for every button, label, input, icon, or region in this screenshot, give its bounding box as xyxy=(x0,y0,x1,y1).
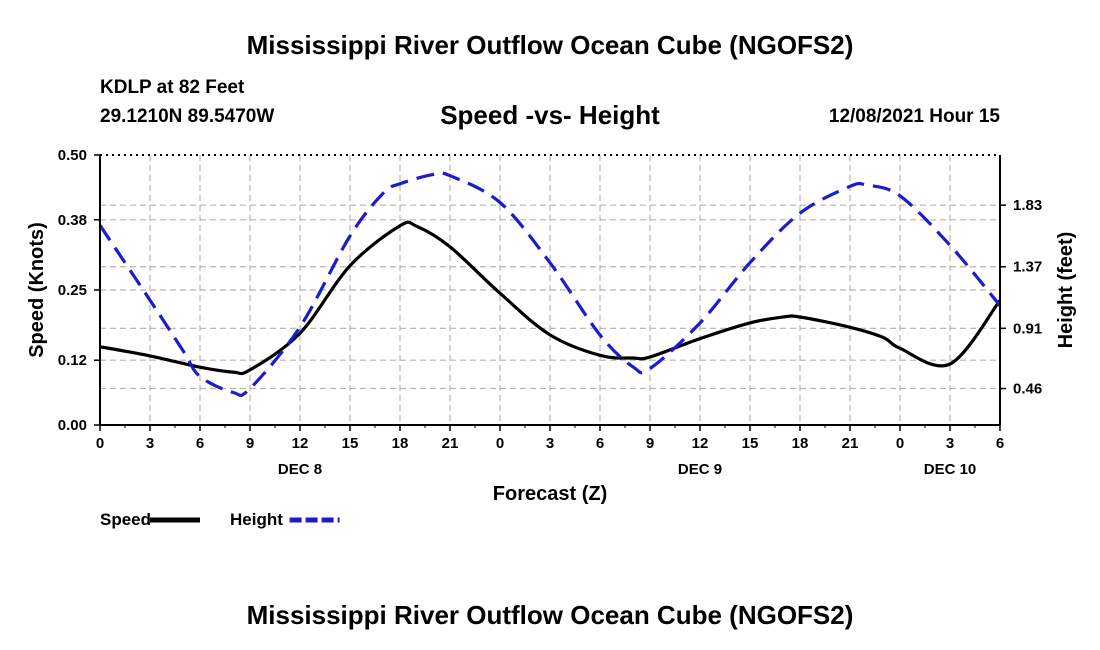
x-tick-label: 9 xyxy=(646,435,654,452)
y2-axis-title: Height (feet) xyxy=(1055,232,1077,349)
series-line-speed xyxy=(99,220,1002,376)
y2-tick-label: 1.83 xyxy=(1013,197,1042,214)
x-tick-label: 9 xyxy=(246,435,254,452)
x-tick-label: 0 xyxy=(496,435,504,452)
legend: Speed Height xyxy=(100,510,340,529)
legend-label-height: Height xyxy=(230,510,283,529)
x-axis-title: Forecast (Z) xyxy=(493,483,607,505)
x-tick-label: 3 xyxy=(946,435,954,452)
x-tick-label: 3 xyxy=(546,435,554,452)
series-lines xyxy=(98,171,1002,397)
y2-tick-label: 0.46 xyxy=(1013,381,1042,398)
footer-title: Mississippi River Outflow Ocean Cube (NG… xyxy=(246,600,854,630)
x-tick-label: 21 xyxy=(442,435,459,452)
y2-tick-label: 0.91 xyxy=(1013,320,1042,337)
x-tick-label: 0 xyxy=(96,435,104,452)
y-tick-label: 0.38 xyxy=(58,212,87,229)
x-tick-label: 21 xyxy=(842,435,859,452)
x-tick-label: 12 xyxy=(292,435,309,452)
x-tick-label: 12 xyxy=(692,435,709,452)
chart-subtitle: Speed -vs- Height xyxy=(440,100,660,130)
grid-lines xyxy=(100,155,1000,425)
series-line-height xyxy=(98,171,1002,397)
y-tick-label: 0.50 xyxy=(58,147,87,164)
x-tick-label: 15 xyxy=(742,435,759,452)
x-tick-label: 18 xyxy=(392,435,409,452)
legend-label-speed: Speed xyxy=(100,510,151,529)
x-tick-label: 15 xyxy=(342,435,359,452)
y-tick-label: 0.12 xyxy=(58,352,87,369)
axis-ticks: 0 3 6 9 12 15 18 21 0 3 6 9 12 15 18 21 0 3 6 DEC 8 DEC 9 DEC… xyxy=(58,147,1042,478)
x-tick-label: 6 xyxy=(996,435,1004,452)
x-tick-label: 6 xyxy=(596,435,604,452)
y-axis-title: Speed (Knots) xyxy=(26,222,48,358)
coordinates-label: 29.1210N 89.5470W xyxy=(100,106,275,127)
x-day-label: DEC 9 xyxy=(678,461,722,478)
station-label: KDLP at 82 Feet xyxy=(100,77,245,98)
y-tick-label: 0.25 xyxy=(58,282,87,299)
chart-title: Mississippi River Outflow Ocean Cube (NG… xyxy=(246,30,854,60)
x-tick-label: 3 xyxy=(146,435,154,452)
y2-tick-label: 1.37 xyxy=(1013,259,1042,276)
x-tick-label: 0 xyxy=(896,435,904,452)
y-tick-label: 0.00 xyxy=(58,417,87,434)
x-tick-label: 6 xyxy=(196,435,204,452)
x-day-label: DEC 10 xyxy=(924,461,977,478)
forecast-datetime: 12/08/2021 Hour 15 xyxy=(828,106,1000,127)
x-tick-label: 18 xyxy=(792,435,809,452)
x-day-label: DEC 8 xyxy=(278,461,322,478)
